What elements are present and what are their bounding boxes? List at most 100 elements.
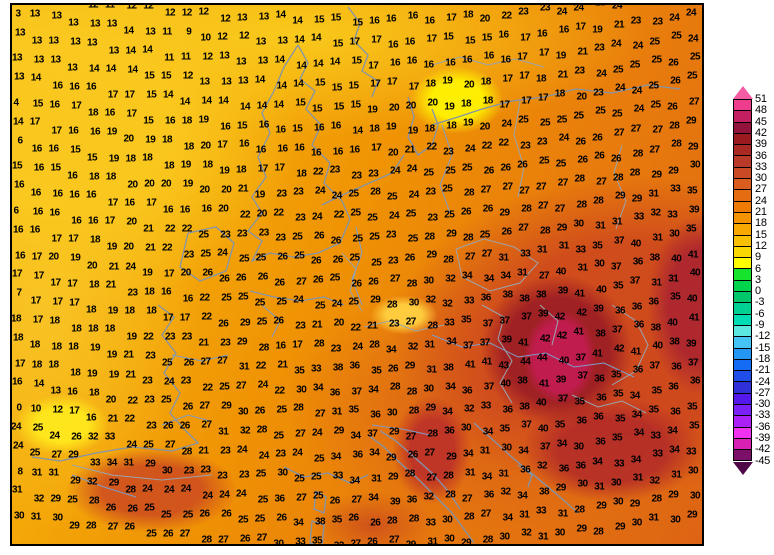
grid-value: 17 [371,34,382,46]
grid-value: 17 [69,297,80,309]
grid-value: 25 [556,114,568,126]
grid-value: 29 [555,482,567,494]
grid-value: 10 [200,32,211,44]
grid-value: 29 [108,477,120,489]
colorbar-arrow-down-icon [733,461,753,475]
grid-value: 21 [237,183,249,195]
grid-value: 29 [614,521,626,533]
grid-value: 31 [517,267,528,279]
grid-value: 32 [650,207,661,219]
grid-value: 18 [369,123,380,135]
grid-value: 25 [273,430,284,442]
grid-value: 25 [143,439,154,451]
grid-value: 17 [162,312,174,324]
grid-value: 14 [275,9,286,21]
grid-value: 34 [349,475,360,487]
grid-value: 12 [143,3,154,12]
grid-value: 25 [146,528,157,540]
grid-value: 22 [202,382,213,394]
grid-value: 18 [49,315,60,327]
grid-value: 32 [87,431,99,443]
grid-value: 14 [33,378,45,390]
grid-value: 25 [629,59,641,71]
grid-value: 33 [463,295,475,307]
grid-value: 20 [160,178,172,190]
grid-value: 18 [161,134,173,146]
grid-value: 22 [426,141,437,153]
grid-value: 25 [348,188,359,200]
grid-value: 40 [686,293,698,305]
grid-value: 25 [257,494,269,506]
grid-value: 23 [220,337,231,349]
grid-value: 16 [33,162,45,174]
grid-value: 20 [463,79,475,91]
grid-value: 22 [274,385,285,397]
colorbar-tick-label: -6 [755,307,765,320]
grid-value: 15 [32,98,44,110]
grid-value: 32 [334,541,345,544]
grid-value: 16 [124,197,135,209]
grid-value: 36 [632,256,644,268]
grid-value: 37 [462,340,474,352]
grid-value: 26 [329,495,341,507]
colorbar-segment [734,144,751,156]
grid-value: 21 [577,46,588,58]
grid-value: 26 [517,159,528,171]
grid-value: 19 [385,121,397,133]
grid-value: 23 [180,375,192,387]
grid-value: 37 [610,261,622,273]
grid-value: 17 [520,32,531,44]
grid-value: 31 [632,472,644,484]
grid-value: 25 [349,252,360,264]
grid-value: 26 [460,206,472,218]
grid-value: 19 [219,165,230,177]
grid-value: 37 [539,441,551,453]
grid-value: 28 [408,405,420,417]
grid-value: 24 [388,210,400,222]
grid-value: 23 [539,3,551,14]
grid-value: 16 [13,179,25,191]
grid-value: 32 [33,493,45,505]
grid-value: 14 [30,72,42,84]
grid-value: 20 [144,178,155,190]
grid-value: 24 [331,298,343,310]
grid-value: 35 [648,404,659,416]
colorbar-segment [734,110,751,122]
grid-value: 11 [104,3,115,11]
grid-value: 26 [330,235,342,247]
grid-value: 27 [314,408,326,420]
grid-value: 16 [349,144,360,156]
grid-value: 13 [258,11,270,23]
grid-value: 23 [385,229,397,241]
grid-value: 17 [30,295,42,307]
grid-value: 17 [519,70,530,82]
grid-value: 17 [69,405,80,417]
grid-value: 34 [482,426,494,438]
grid-value: 26 [254,405,266,417]
grid-value: 32 [521,527,532,539]
grid-value: 17 [104,215,116,227]
grid-value: 14 [312,58,324,70]
grid-value: 16 [32,206,44,218]
grid-value: 25 [444,209,455,221]
grid-value: 30 [277,467,288,479]
grid-value: 14 [142,44,153,56]
grid-value: 15 [348,80,359,92]
colorbar-segment [734,155,751,167]
grid-value: 27 [235,380,247,392]
colorbar-segment [734,99,751,111]
grid-value: 42 [554,311,566,323]
grid-value: 0 [16,402,22,414]
grid-value: 27 [350,538,361,546]
grid-value: 16 [48,143,59,155]
grid-value: 14 [123,25,134,37]
grid-value: 17 [67,278,78,290]
grid-value: 17 [124,89,135,101]
grid-value: 15 [160,70,172,82]
grid-value: 36 [594,373,605,385]
grid-value: 17 [502,73,513,85]
grid-value: 13 [48,35,59,47]
grid-value: 17 [71,100,82,112]
grid-value: 7 [16,287,22,299]
grid-value: 26 [577,154,588,166]
